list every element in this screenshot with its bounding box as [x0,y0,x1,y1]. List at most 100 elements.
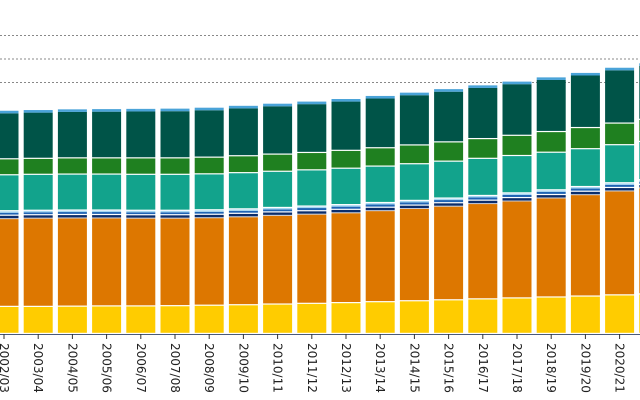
bar-segment-4 [0,215,19,219]
bar-segment-7 [331,168,361,205]
bar-segment-10 [263,103,293,107]
bar-segment-9 [536,79,566,131]
bar-segment-4 [399,205,429,209]
x-axis-ticks: 2002/03 2003/04 2004/05 2005/06 2006/07 2007/… [0,334,627,393]
bar-segment-2 [570,195,600,296]
bar-segment-10 [399,92,429,96]
bar-segment-2 [92,218,122,306]
bar-segment-1 [536,297,566,333]
bar-segment-3 [57,217,87,219]
bar-segment-6 [263,208,293,210]
bar-segment-7 [194,174,224,210]
bar-segment-7 [570,149,600,186]
bar-segment-7 [605,145,635,183]
bar-segment-8 [365,148,395,166]
bar-segment-5 [536,191,566,194]
bar-segment-1 [502,298,532,333]
bar-segment-7 [228,173,258,209]
bar-segment-3 [365,210,395,212]
bar-segment-3 [468,203,498,205]
bar-segment-4 [331,209,361,213]
bar-segment-1 [297,303,327,333]
bar-segment-8 [160,158,190,174]
bar-segment-9 [468,87,498,138]
bar-segment-7 [434,161,464,198]
bar-segment-1 [160,306,190,333]
x-tick-label: 2004/05 [65,343,79,393]
bar-segment-8 [434,142,464,161]
bar-segment-6 [297,206,327,209]
bar-segment-7 [297,170,327,206]
x-tick-label: 2008/09 [202,343,216,393]
bar-segment-7 [57,174,87,210]
bar-segment-10 [92,109,122,112]
bar-segment-4 [297,211,327,214]
bar-segment-10 [57,109,87,112]
bar-segment-10 [0,110,19,114]
bar-segment-2 [502,201,532,298]
bar-segment-7 [23,174,53,210]
bar-segment-5 [23,212,53,215]
bar-segment-10 [502,81,532,85]
bar-segment-3 [570,194,600,196]
bar-segment-10 [160,108,190,112]
bar-segment-4 [434,203,464,206]
bar-segment-8 [536,132,566,152]
bar-segment-5 [263,209,293,212]
bar-segment-3 [92,217,122,219]
bar-segment-8 [0,159,19,175]
bar-segment-1 [0,306,19,333]
bar-segment-5 [605,184,635,187]
bar-segment-6 [468,196,498,198]
bar-segment-7 [92,174,122,210]
bar-segment-9 [570,75,600,127]
bar-segment-9 [399,95,429,145]
bar-segment-1 [570,296,600,333]
bar-segment-6 [365,203,395,205]
bar-segment-5 [126,212,156,215]
bar-segment-2 [57,218,87,306]
bar-segment-10 [194,107,224,111]
x-tick-label: 2010/11 [271,343,285,393]
bar-segment-5 [194,211,224,214]
bar-segment-9 [194,110,224,157]
bar-segment-2 [399,208,429,301]
bar-segment-6 [160,210,190,213]
bar-segment-4 [126,215,156,218]
bar-segment-4 [228,213,258,217]
bar-segment-6 [0,211,19,213]
bar-segment-3 [536,197,566,199]
bar-segment-7 [399,164,429,200]
bar-segment-4 [468,200,498,204]
bar-segment-9 [228,108,258,156]
bar-segment-3 [160,217,190,219]
bar-segment-2 [536,198,566,297]
bar-segment-6 [57,210,87,213]
x-tick-label: 2017/18 [510,343,524,393]
bar-segment-8 [605,123,635,145]
bar-segment-7 [160,174,190,210]
bar-segment-4 [536,195,566,198]
bar-segment-2 [468,204,498,299]
bar-segment-3 [434,205,464,207]
bar-segment-9 [57,111,87,158]
bar-segment-10 [570,72,600,76]
bar-segment-3 [0,218,19,220]
bar-segment-1 [57,306,87,333]
gridlines [0,35,640,84]
bar-segment-9 [365,98,395,148]
bar-segment-8 [194,157,224,174]
bar-segment-6 [605,183,635,185]
bar-segment-7 [502,156,532,193]
bar-segment-4 [502,198,532,201]
bar-segment-5 [365,204,395,207]
bar-segment-5 [331,206,361,209]
bar-segment-10 [331,99,361,102]
bar-segment-10 [297,101,327,105]
bar-segment-3 [605,190,635,192]
bar-segment-8 [331,150,361,168]
bar-segment-2 [126,218,156,306]
bar-segment-4 [605,188,635,191]
bar-segment-3 [23,217,53,219]
